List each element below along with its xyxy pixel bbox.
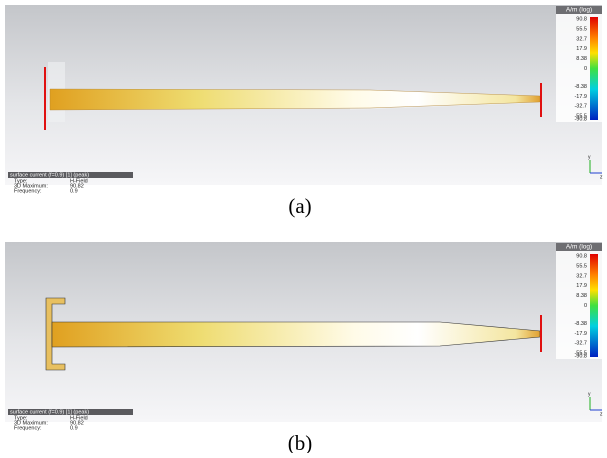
legend-title: A/m (log): [566, 7, 592, 14]
legend-tick: -8.38: [574, 84, 587, 90]
legend-tick: 17.9: [576, 283, 587, 289]
color-bar: [590, 17, 598, 120]
legend-title: A/m (log): [566, 244, 592, 251]
legend-tick: -32.7: [574, 104, 587, 110]
legend-tick: 55.5: [576, 26, 587, 32]
axis-z-label: z: [600, 174, 603, 180]
axis-z-label: z: [600, 411, 603, 417]
legend-tick: 32.7: [576, 273, 587, 279]
legend-tick: 0: [584, 66, 587, 72]
panel: A/m (log) 90.8 55.5 32.7 17.9 8.38 0 -8.38 -17.9…: [5, 5, 603, 218]
legend-tick: 0: [584, 303, 587, 309]
legend-tick: -17.9: [574, 94, 587, 100]
panel-label: (a): [288, 194, 311, 218]
legend-tick: -32.7: [574, 341, 587, 347]
legend-tick: 90.8: [576, 16, 587, 22]
legend-tick: -17.9: [574, 331, 587, 337]
info-value: 0.9: [70, 425, 78, 431]
legend-tick: 32.7: [576, 36, 587, 42]
panel: A/m (log) 90.8 55.5 32.7 17.9 8.38 0 -8.38 -17.9…: [5, 242, 603, 453]
legend-tick: 17.9: [576, 46, 587, 52]
info-key: Frequency:: [14, 425, 42, 431]
legend-tick: 8.38: [576, 293, 587, 299]
legend-tick: 8.38: [576, 56, 587, 62]
legend-tick: -90.8: [574, 116, 587, 122]
strip: [52, 322, 540, 347]
panel-label: (b): [288, 431, 313, 453]
figure: A/m (log) 90.8 55.5 32.7 17.9 8.38 0 -8.38 -17.9…: [0, 0, 607, 453]
legend-tick: -90.8: [574, 353, 587, 359]
legend-tick: -8.38: [574, 321, 587, 327]
legend-tick: 90.8: [576, 253, 587, 259]
legend-tick: 55.5: [576, 263, 587, 269]
info-value: 0.9: [70, 188, 78, 194]
color-bar: [590, 254, 598, 357]
info-key: Frequency:: [14, 188, 42, 194]
